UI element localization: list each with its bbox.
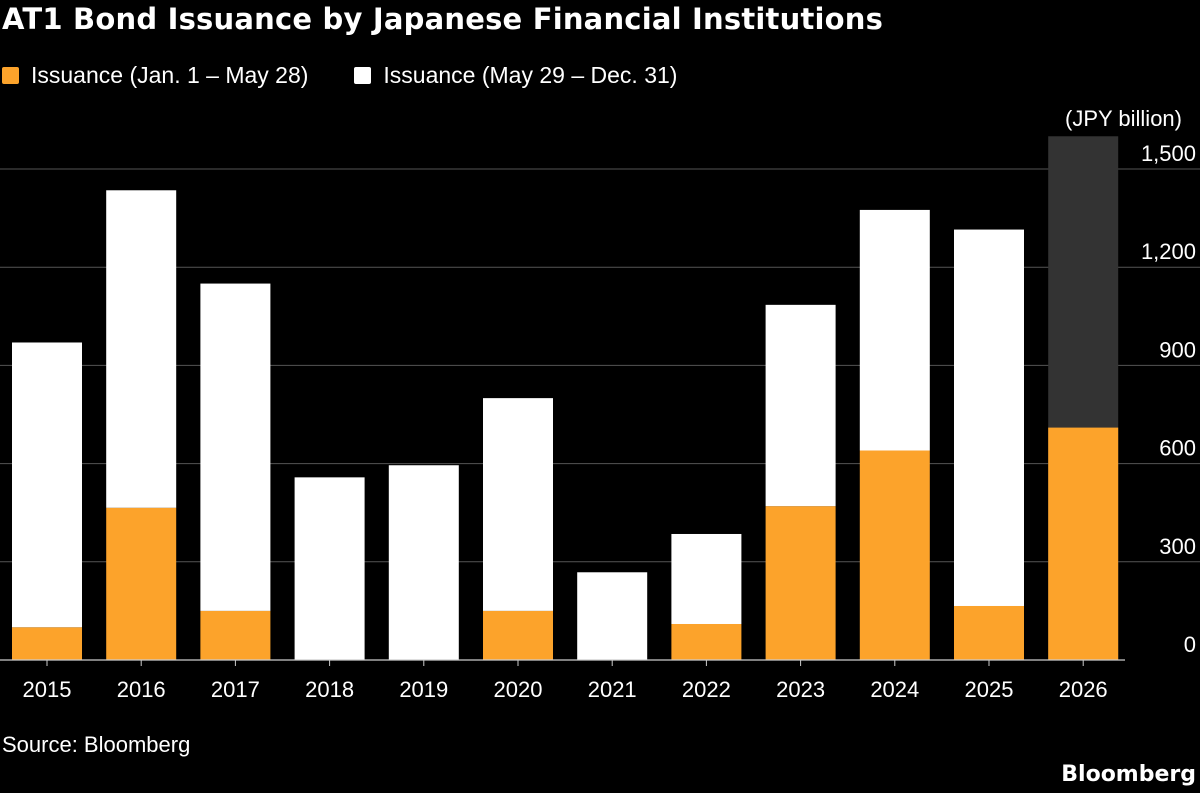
bars: [12, 136, 1119, 660]
x-tick-label: 2019: [399, 677, 448, 702]
x-tick-label: 2017: [211, 677, 260, 702]
bar-series-2-2020: [483, 398, 553, 611]
y-tick-label: 300: [1159, 534, 1196, 559]
bar-series-1-2022: [671, 623, 742, 660]
bar-series-2-2015: [12, 342, 82, 628]
y-tick-label: 1,200: [1141, 239, 1196, 264]
legend-label-series-2: Issuance (May 29 – Dec. 31): [383, 61, 678, 88]
source-note: Source: Bloomberg: [2, 732, 191, 757]
y-tick-label: 600: [1159, 436, 1196, 461]
bar-series-2-2022: [671, 533, 742, 624]
bar-series-2-2021: [577, 572, 648, 660]
bar-series-1-2017: [200, 610, 271, 660]
y-tick-label: 0: [1184, 632, 1196, 657]
bar-series-1-2023: [765, 506, 836, 660]
y-tick-label: 900: [1159, 337, 1196, 362]
x-tick-label: 2024: [870, 677, 919, 702]
x-tick-label: 2020: [494, 677, 543, 702]
legend-item-series-1: Issuance (Jan. 1 – May 28): [2, 62, 308, 89]
y-tick-label: 1,500: [1141, 141, 1196, 166]
axes: 0 300 600 900 1,200 1,500 (JPY billion) 2015 201…: [0, 106, 1196, 702]
bar-series-2-2016: [106, 190, 177, 508]
x-tick-label: 2025: [965, 677, 1014, 702]
x-tick-label: 2026: [1059, 677, 1108, 702]
x-tick-label: 2016: [117, 677, 166, 702]
x-tick-label: 2022: [682, 677, 731, 702]
bar-series-2-2025: [954, 229, 1024, 606]
y-axis-unit-label: (JPY billion): [1065, 106, 1182, 131]
bar-series-2-2024: [859, 209, 930, 451]
x-tick-label: 2023: [776, 677, 825, 702]
bar-series-2-2023: [765, 304, 836, 507]
chart-title: AT1 Bond Issuance by Japanese Financial …: [2, 2, 884, 36]
legend-label-series-1: Issuance (Jan. 1 – May 28): [31, 61, 309, 88]
legend-item-series-2: Issuance (May 29 – Dec. 31): [354, 62, 677, 89]
legend-swatch-series-2: [354, 66, 372, 84]
bar-series-1-2015: [12, 627, 82, 660]
bar-series-1-2016: [106, 507, 177, 660]
legend-swatch-series-1: [2, 66, 19, 84]
bar-series-2-2019: [388, 465, 459, 660]
bar-series-2-2017: [200, 283, 271, 611]
bar-series-2-2018: [294, 477, 365, 660]
x-tick-label: 2018: [305, 677, 354, 702]
x-tick-label: 2015: [23, 677, 72, 702]
bar-series-1-2025: [954, 605, 1024, 660]
bar-series-1-2020: [483, 610, 553, 660]
chart-legend: Issuance (Jan. 1 – May 28) Issuance (May…: [2, 60, 723, 90]
x-tick-label: 2021: [588, 677, 637, 702]
bloomberg-logo: Bloomberg: [1061, 762, 1196, 787]
bar-series-1-2026: [1048, 427, 1119, 660]
bar-series-1-2024: [859, 450, 930, 660]
